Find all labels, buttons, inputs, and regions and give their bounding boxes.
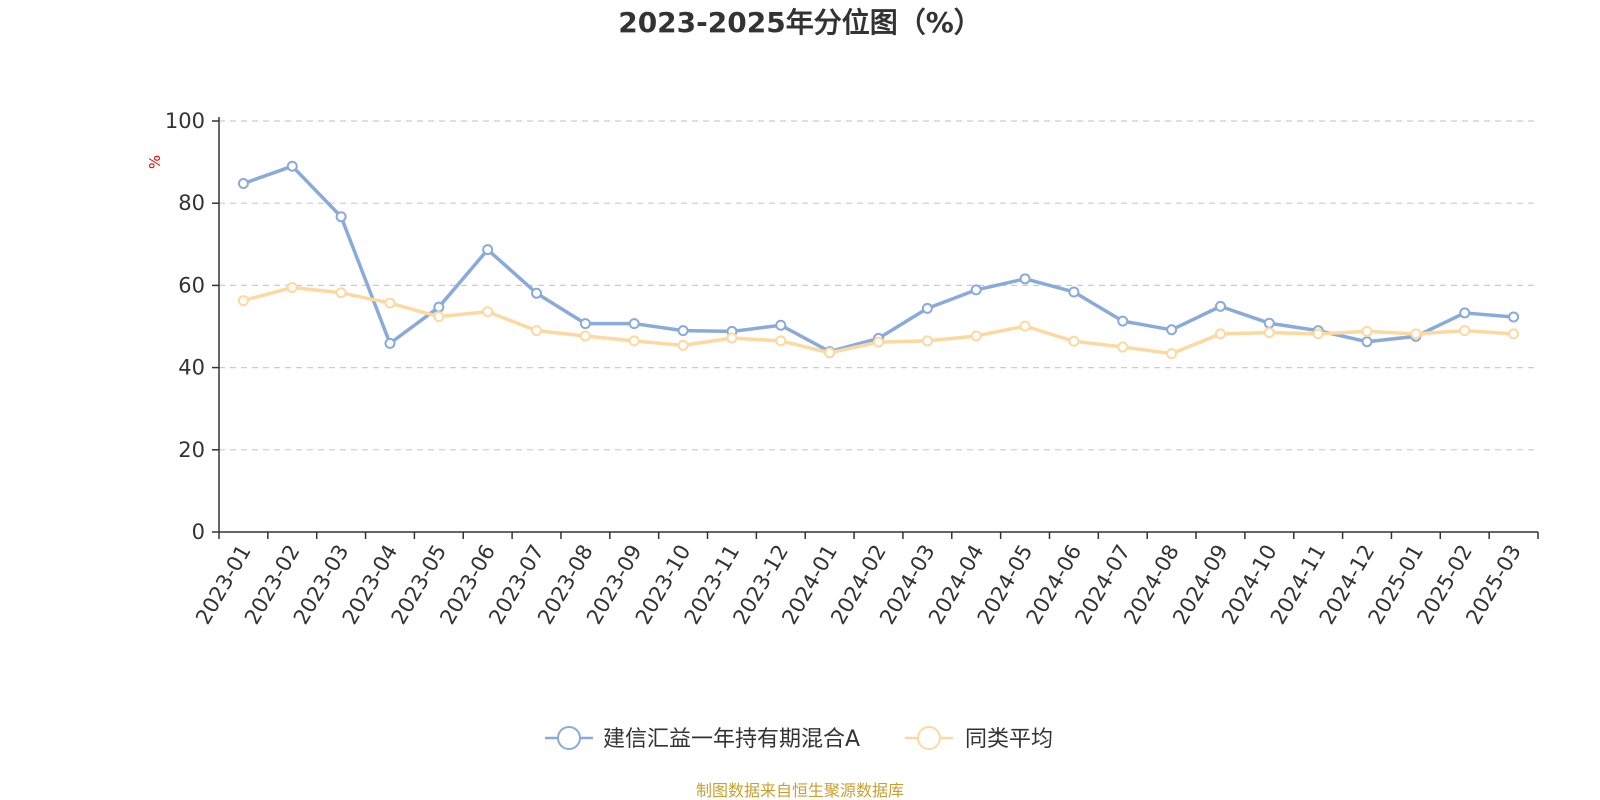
data-point (579, 318, 591, 330)
data-point (921, 302, 933, 314)
data-point (1459, 307, 1471, 319)
data-point (1410, 328, 1422, 340)
data-point (628, 318, 640, 330)
data-point (433, 311, 445, 323)
series-1 (237, 281, 1520, 360)
y-tick-label: 40 (178, 356, 205, 380)
data-point (1019, 320, 1031, 332)
data-point (335, 211, 347, 223)
series (237, 160, 1520, 360)
legend-item-0: 建信汇益一年持有期混合A (545, 726, 860, 752)
data-point (384, 337, 396, 349)
data-point (1068, 286, 1080, 298)
data-point (775, 335, 787, 347)
data-point (677, 339, 689, 351)
data-point (286, 160, 298, 172)
data-point (1263, 317, 1275, 329)
y-tick-label: 0 (192, 520, 205, 544)
data-point (1263, 327, 1275, 339)
data-point (482, 306, 494, 318)
y-tick-label: 60 (178, 273, 205, 297)
data-point (1361, 325, 1373, 337)
data-point (482, 244, 494, 256)
data-point (237, 177, 249, 189)
data-source-note: 制图数据来自恒生聚源数据库 (696, 781, 904, 800)
data-point (1312, 328, 1324, 340)
data-point (433, 301, 445, 313)
data-point (1459, 325, 1471, 337)
data-point (970, 284, 982, 296)
data-point (237, 295, 249, 307)
data-point (1068, 335, 1080, 347)
data-point (384, 297, 396, 309)
grid (219, 120, 1538, 451)
chart-title: 2023-2025年分位图（%） (618, 6, 982, 39)
data-point (1214, 328, 1226, 340)
data-point (335, 287, 347, 299)
data-point (1166, 324, 1178, 336)
y-tick-label: 80 (178, 191, 205, 215)
data-point (1508, 328, 1520, 340)
y-tick-label: 20 (178, 438, 205, 462)
legend-item-1: 同类平均 (905, 726, 1053, 752)
data-point (531, 325, 543, 337)
data-point (628, 335, 640, 347)
y-axis-unit: % (146, 155, 164, 169)
data-point (824, 347, 836, 359)
data-point (775, 319, 787, 331)
data-point (579, 330, 591, 342)
series-line (242, 164, 1514, 354)
legend-marker (557, 726, 581, 750)
data-point (1508, 311, 1520, 323)
series-0 (237, 160, 1520, 358)
legend-label: 同类平均 (965, 727, 1053, 752)
y-tick-label: 100 (165, 109, 205, 133)
legend-label: 建信汇益一年持有期混合A (603, 727, 860, 752)
data-point (531, 287, 543, 299)
data-point (970, 330, 982, 342)
data-point (286, 281, 298, 293)
axes: 0204060801002023-012023-022023-032023-04… (165, 109, 1539, 628)
data-point (873, 336, 884, 348)
data-point (1361, 336, 1373, 348)
data-point (921, 335, 933, 347)
data-point (726, 332, 738, 344)
data-point (1166, 348, 1178, 360)
data-point (1117, 315, 1129, 327)
legend-marker (917, 726, 941, 750)
legend: 建信汇益一年持有期混合A 同类平均 (545, 726, 1053, 752)
data-point (677, 325, 689, 337)
data-point (1117, 341, 1129, 353)
data-point (1019, 273, 1031, 285)
data-point (1214, 300, 1226, 312)
